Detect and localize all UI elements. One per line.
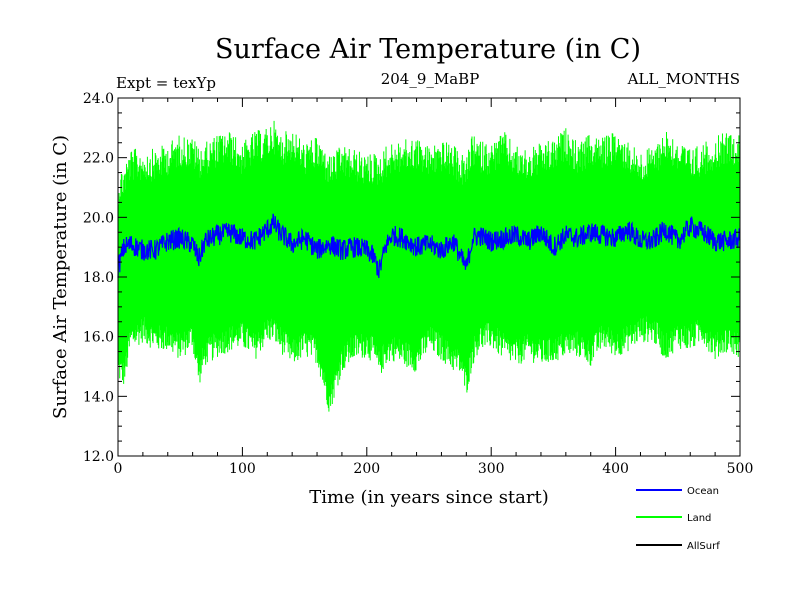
x-axis-label: Time (in years since start) [309, 487, 549, 508]
x-tick-label: 300 [478, 461, 505, 477]
expt-label: Expt = texYp [116, 74, 216, 92]
axis-ticks: 0 100 200 300 400 500 12.0 14.0 16.0 18.0 20.0 22.0… [83, 91, 754, 477]
series-land [117, 120, 741, 412]
x-tick-label: 400 [602, 461, 629, 477]
chart-title: Surface Air Temperature (in C) [215, 34, 641, 65]
y-tick-label: 14.0 [83, 389, 114, 405]
series-ocean [117, 213, 741, 279]
legend-ocean-label: Ocean [687, 486, 719, 497]
x-tick-label: 0 [114, 461, 123, 477]
x-tick-label: 500 [727, 461, 754, 477]
y-tick-label: 24.0 [83, 91, 114, 107]
y-axis-label: Surface Air Temperature (in C) [50, 135, 71, 419]
run-label: 204_9_MaBP [381, 70, 480, 88]
legend-land-label: Land [687, 513, 711, 524]
x-tick-label: 200 [353, 461, 380, 477]
y-tick-label: 12.0 [83, 449, 114, 465]
legend-allsurf-label: AllSurf [687, 541, 720, 552]
plot-series [117, 120, 741, 412]
y-tick-label: 22.0 [83, 151, 114, 167]
legend: Ocean Land AllSurf [636, 486, 720, 552]
months-label: ALL_MONTHS [627, 70, 740, 88]
y-tick-label: 20.0 [83, 210, 114, 226]
y-tick-label: 18.0 [83, 270, 114, 286]
y-tick-label: 16.0 [83, 330, 114, 346]
x-tick-label: 100 [229, 461, 256, 477]
